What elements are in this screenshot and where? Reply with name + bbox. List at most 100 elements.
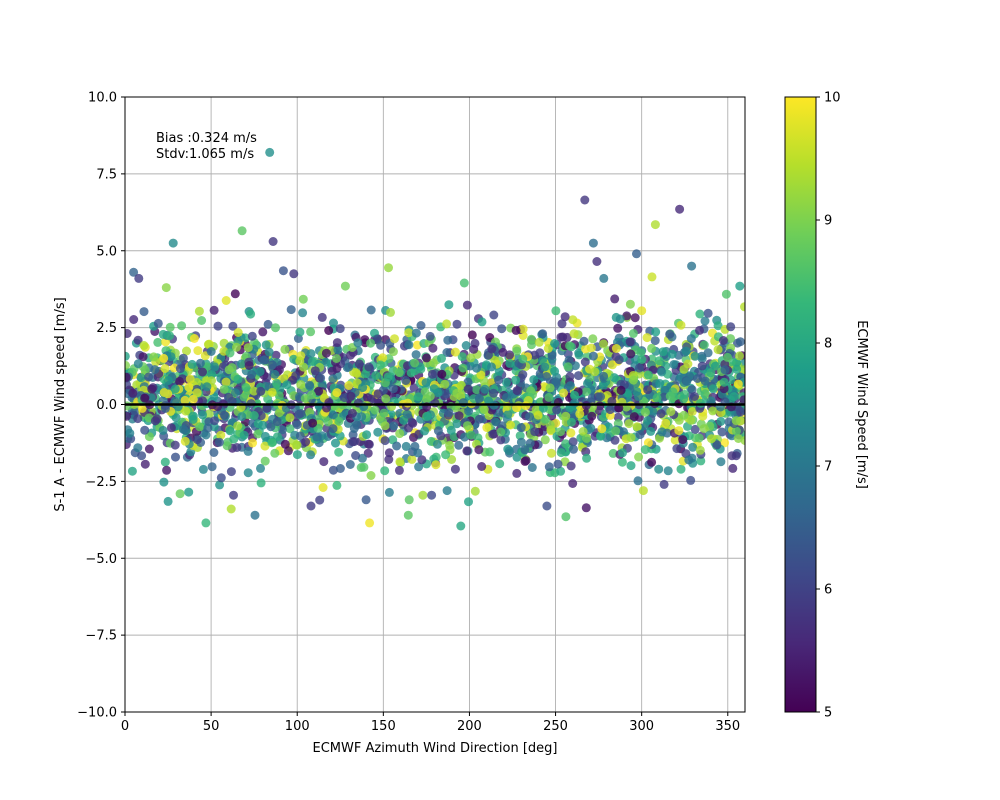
y-tick-label: 10.0 xyxy=(88,91,117,106)
data-point xyxy=(404,340,414,350)
data-point xyxy=(241,383,251,392)
data-point xyxy=(511,325,521,335)
data-point xyxy=(160,457,170,467)
data-point xyxy=(294,409,304,419)
data-point xyxy=(175,376,185,386)
data-point xyxy=(482,423,492,433)
data-point xyxy=(581,503,591,513)
data-point xyxy=(675,204,685,214)
data-point xyxy=(557,319,567,329)
data-point xyxy=(144,372,154,382)
data-point xyxy=(177,321,187,331)
colorbar-tick-label: 5 xyxy=(824,706,832,721)
data-point xyxy=(404,495,414,505)
data-point xyxy=(678,435,688,445)
data-point xyxy=(512,386,522,396)
colorbar xyxy=(784,96,817,713)
data-point xyxy=(636,348,646,358)
data-point xyxy=(133,414,143,424)
data-point xyxy=(637,306,647,316)
data-point xyxy=(271,323,280,333)
data-point xyxy=(158,425,168,435)
data-point xyxy=(446,425,456,435)
data-point xyxy=(643,438,653,448)
data-point xyxy=(661,418,671,428)
data-point xyxy=(494,375,504,385)
data-point xyxy=(384,448,394,458)
data-point xyxy=(739,395,745,405)
data-point xyxy=(209,305,219,315)
data-point xyxy=(444,300,454,310)
data-point xyxy=(556,448,566,458)
data-point xyxy=(568,479,578,488)
data-point xyxy=(618,448,627,458)
data-point xyxy=(376,360,386,370)
stdv-annotation: Stdv:1.065 m/s xyxy=(156,147,254,162)
data-point xyxy=(581,387,591,397)
data-point xyxy=(503,410,513,419)
data-point xyxy=(229,490,238,500)
data-point xyxy=(410,441,420,451)
data-point xyxy=(682,377,692,386)
data-point xyxy=(615,314,625,324)
data-point xyxy=(596,392,605,402)
data-point xyxy=(357,453,367,463)
data-point xyxy=(718,336,728,345)
data-point xyxy=(643,416,653,425)
data-point xyxy=(139,307,149,317)
data-point xyxy=(687,385,697,395)
data-point xyxy=(628,329,638,338)
data-point xyxy=(684,455,694,465)
data-point xyxy=(332,354,341,363)
data-point xyxy=(518,354,528,364)
data-point xyxy=(198,410,207,420)
x-axis-ticks: 0 50 100 150 200 250 300 350 xyxy=(121,712,740,734)
data-point xyxy=(394,465,404,475)
data-point xyxy=(139,341,149,350)
data-point xyxy=(318,483,328,492)
data-point xyxy=(474,445,484,455)
y-tick-label: −7.5 xyxy=(85,629,117,644)
colorbar-tick-label: 8 xyxy=(824,337,832,352)
data-point xyxy=(222,441,232,451)
colorbar-tick-label: 9 xyxy=(824,214,832,229)
data-point xyxy=(726,334,735,344)
data-point xyxy=(395,429,405,439)
data-point xyxy=(587,411,597,421)
data-point xyxy=(184,382,194,392)
data-point xyxy=(149,352,159,362)
data-point xyxy=(373,427,383,437)
data-point xyxy=(163,496,173,506)
data-point xyxy=(201,518,211,528)
data-point xyxy=(140,425,150,435)
data-point xyxy=(637,355,647,364)
data-point xyxy=(586,343,596,353)
data-point xyxy=(560,312,570,322)
data-point xyxy=(133,443,143,453)
data-point xyxy=(258,327,268,337)
data-point xyxy=(314,386,324,396)
data-point xyxy=(700,389,710,399)
data-point xyxy=(308,418,318,428)
data-point xyxy=(657,427,667,437)
data-point xyxy=(317,312,327,322)
data-point xyxy=(570,398,580,408)
data-point xyxy=(605,405,615,415)
data-point xyxy=(676,464,686,474)
data-point xyxy=(729,392,739,402)
data-point xyxy=(195,422,205,432)
data-point xyxy=(159,353,169,363)
data-point xyxy=(485,447,495,457)
data-point xyxy=(286,305,296,315)
data-point xyxy=(401,376,411,385)
data-point xyxy=(411,350,421,360)
data-point xyxy=(162,465,172,475)
data-point xyxy=(268,360,278,370)
data-point xyxy=(512,468,522,478)
data-point xyxy=(696,456,706,466)
data-point xyxy=(497,324,507,334)
data-point xyxy=(462,446,472,456)
data-point xyxy=(334,447,344,457)
data-point xyxy=(267,387,277,397)
data-point xyxy=(144,444,154,454)
